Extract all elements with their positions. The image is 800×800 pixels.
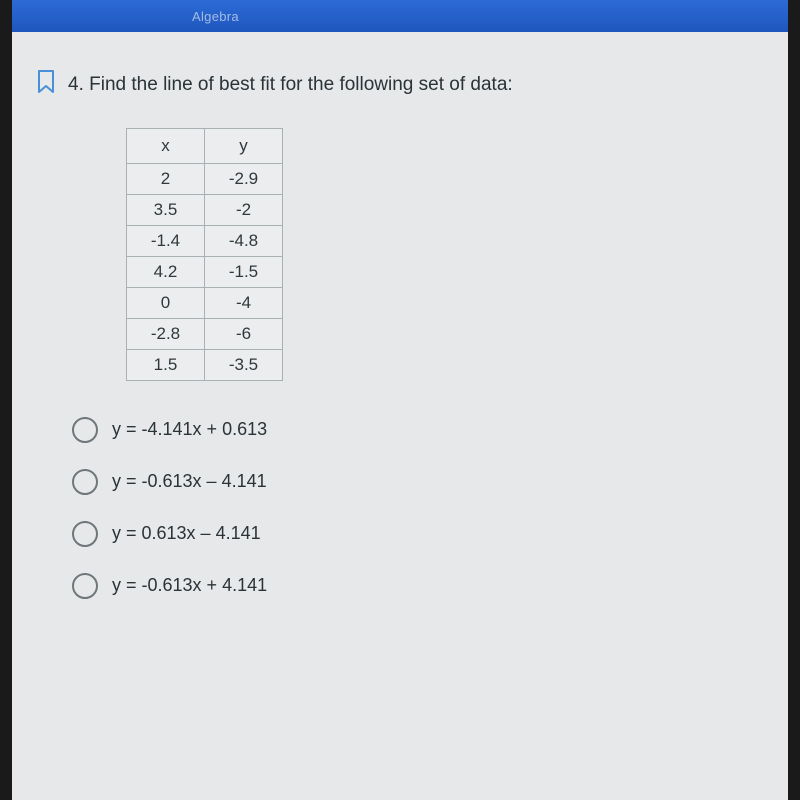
content-area: 4. Find the line of best fit for the fol… [12,32,788,800]
table-row: 3.5-2 [127,194,283,225]
radio-icon[interactable] [72,469,98,495]
header-title: Algebra [192,9,239,24]
table-row: 4.2-1.5 [127,256,283,287]
option-a[interactable]: y = -4.141x + 0.613 [72,417,764,443]
table-header-row: x y [127,128,283,163]
table-row: -2.8-6 [127,318,283,349]
option-label: y = 0.613x – 4.141 [112,523,261,544]
radio-icon[interactable] [72,417,98,443]
screen-frame: Algebra 4. Find the line of best fit for… [12,0,788,800]
app-header: Algebra [12,0,788,32]
bookmark-icon[interactable] [36,70,56,94]
question-prompt: Find the line of best fit for the follow… [89,74,513,95]
answer-options: y = -4.141x + 0.613 y = -0.613x – 4.141 … [72,417,764,599]
table-row: 2-2.9 [127,163,283,194]
table-row: 0-4 [127,287,283,318]
question-row: 4. Find the line of best fit for the fol… [36,72,764,98]
option-c[interactable]: y = 0.613x – 4.141 [72,521,764,547]
table-row: 1.5-3.5 [127,349,283,380]
option-label: y = -0.613x – 4.141 [112,471,267,492]
option-label: y = -4.141x + 0.613 [112,419,267,440]
option-b[interactable]: y = -0.613x – 4.141 [72,469,764,495]
table-body: 2-2.9 3.5-2 -1.4-4.8 4.2-1.5 0-4 -2.8-6 … [127,163,283,380]
question-text: 4. Find the line of best fit for the fol… [68,72,513,98]
radio-icon[interactable] [72,521,98,547]
data-table: x y 2-2.9 3.5-2 -1.4-4.8 4.2-1.5 0-4 -2.… [126,128,283,381]
option-d[interactable]: y = -0.613x + 4.141 [72,573,764,599]
table-row: -1.4-4.8 [127,225,283,256]
option-label: y = -0.613x + 4.141 [112,575,267,596]
question-number: 4. [68,74,84,95]
radio-icon[interactable] [72,573,98,599]
table-header-y: y [205,128,283,163]
table-header-x: x [127,128,205,163]
